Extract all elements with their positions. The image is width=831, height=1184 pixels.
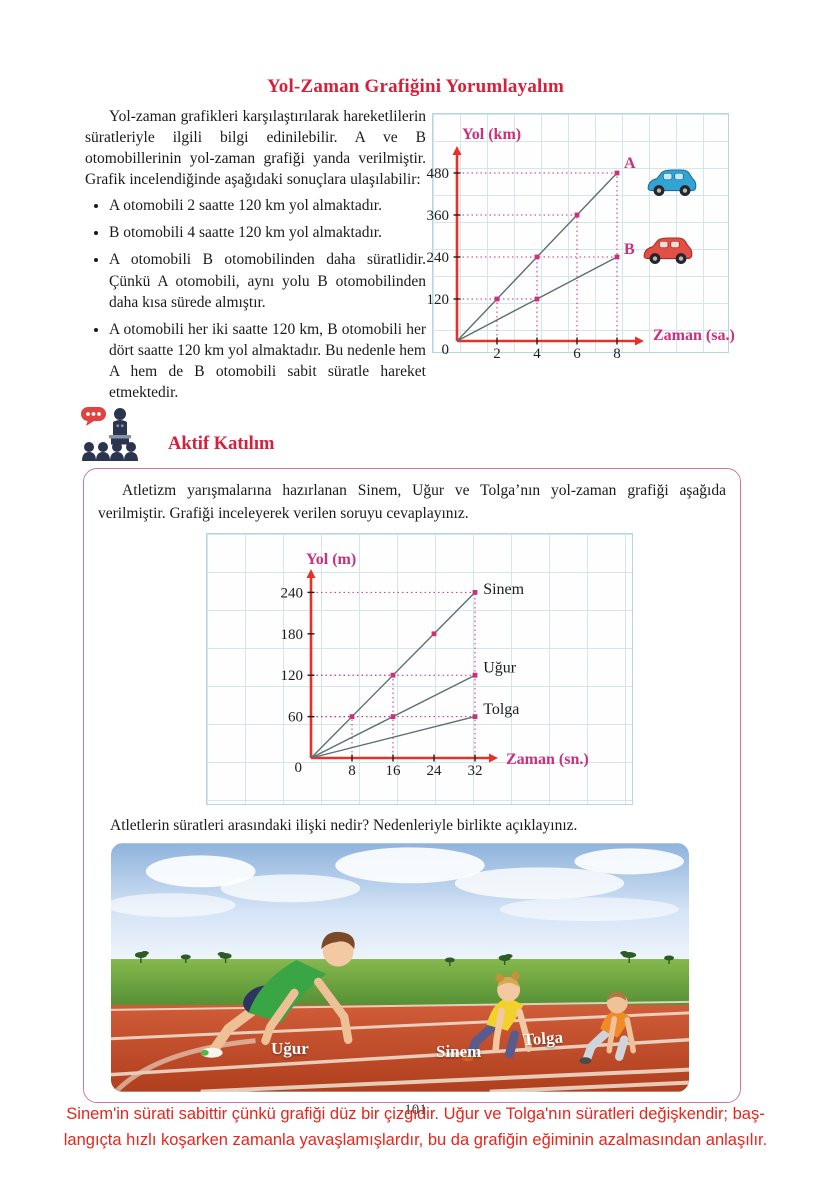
car-a-blue-icon [646,166,698,200]
svg-text:6: 6 [573,346,581,362]
svg-text:Sinem: Sinem [483,581,524,598]
athletes-photo: Uğur Sinem Tolga [111,843,689,1092]
lesson-intro-section: 2 4 6 8 120 240 360 480 0 A B Zaman (sa.) Yol (km) [85,106,747,409]
track-scene-illustration [111,843,689,1092]
answer-text: Sinem'in sürati sabittir çünkü grafiği d… [50,1102,781,1153]
svg-text:240: 240 [427,250,450,266]
presenter-with-audience-icon [81,407,138,461]
athletes-chart-canvas: 8 16 24 32 60 120 180 240 0 Sinem Uğur Tolga Zaman (… [281,551,589,779]
activity-question: Atletlerin süratleri arasındaki ilişki n… [110,817,578,834]
svg-text:360: 360 [427,208,450,224]
svg-text:A: A [624,155,636,172]
svg-text:120: 120 [427,292,450,308]
svg-text:Yol (m): Yol (m) [306,551,356,568]
svg-text:180: 180 [281,627,304,643]
photo-label-tolga: Tolga [522,1027,564,1050]
svg-text:Tolga: Tolga [483,701,519,718]
runner-sinem [461,971,532,1062]
chart-grid-paper [432,113,729,353]
list-item: B otomobili 4 saatte 120 km yol almaktad… [109,222,747,243]
svg-text:0: 0 [442,342,450,358]
svg-text:240: 240 [281,585,304,601]
activity-box: Atletizm yarışmalarına hazırlanan Sinem,… [83,468,741,1103]
svg-text:4: 4 [533,346,541,362]
page-title: Yol-Zaman Grafiğini Yorumlayalım [266,76,565,97]
list-item: A otomobili B otomobilinden daha süratli… [109,249,747,312]
svg-text:8: 8 [348,763,356,779]
svg-text:8: 8 [613,346,621,362]
svg-text:Yol (km): Yol (km) [462,126,521,143]
svg-text:120: 120 [281,668,304,684]
page-number: 101 [404,1102,427,1118]
answer-line-1: Sinem'in sürati sabittir çünkü grafiği d… [66,1105,765,1123]
cars-chart-canvas: 2 4 6 8 120 240 360 480 0 A B Zaman (sa.) Yol (km) [427,126,735,362]
list-item: A otomobili her iki saatte 120 km, B oto… [109,319,747,403]
runner-ugur [200,931,355,1058]
svg-text:16: 16 [386,763,402,779]
findings-list: A otomobili 2 saatte 120 km yol almaktad… [91,195,747,403]
runner-tolga [579,991,636,1065]
list-item: A otomobili 2 saatte 120 km yol almaktad… [109,195,747,216]
photo-label-sinem: Sinem [436,1042,482,1061]
intro-paragraph: Yol-zaman grafikleri karşılaştırılarak h… [85,108,426,189]
svg-text:2: 2 [493,346,501,362]
svg-text:60: 60 [288,710,303,726]
svg-text:32: 32 [468,763,483,779]
svg-text:480: 480 [427,166,450,182]
answer-line-2: langıçta hızlı koşarken zamanla yavaşlam… [63,1130,768,1149]
photo-label-ugur: Uğur [271,1039,309,1058]
svg-text:B: B [624,241,635,258]
chart-grid-paper [206,533,633,805]
svg-text:Zaman (sa.): Zaman (sa.) [653,327,735,344]
activity-intro-text: Atletizm yarışmalarına hazırlanan Sinem,… [98,482,726,523]
svg-text:Uğur: Uğur [483,659,517,676]
athletes-distance-time-chart: 8 16 24 32 60 120 180 240 0 Sinem Uğur Tolga Zaman (… [206,533,633,805]
svg-text:0: 0 [295,760,303,776]
cars-distance-time-chart: 2 4 6 8 120 240 360 480 0 A B Zaman (sa.) Yol (km) [427,106,747,388]
svg-text:Zaman (sn.): Zaman (sn.) [506,751,589,768]
active-participation-header: Aktif Katılım [80,405,274,461]
section-heading: Aktif Katılım [168,434,275,454]
car-b-red-icon [642,234,694,268]
svg-text:24: 24 [427,763,443,779]
